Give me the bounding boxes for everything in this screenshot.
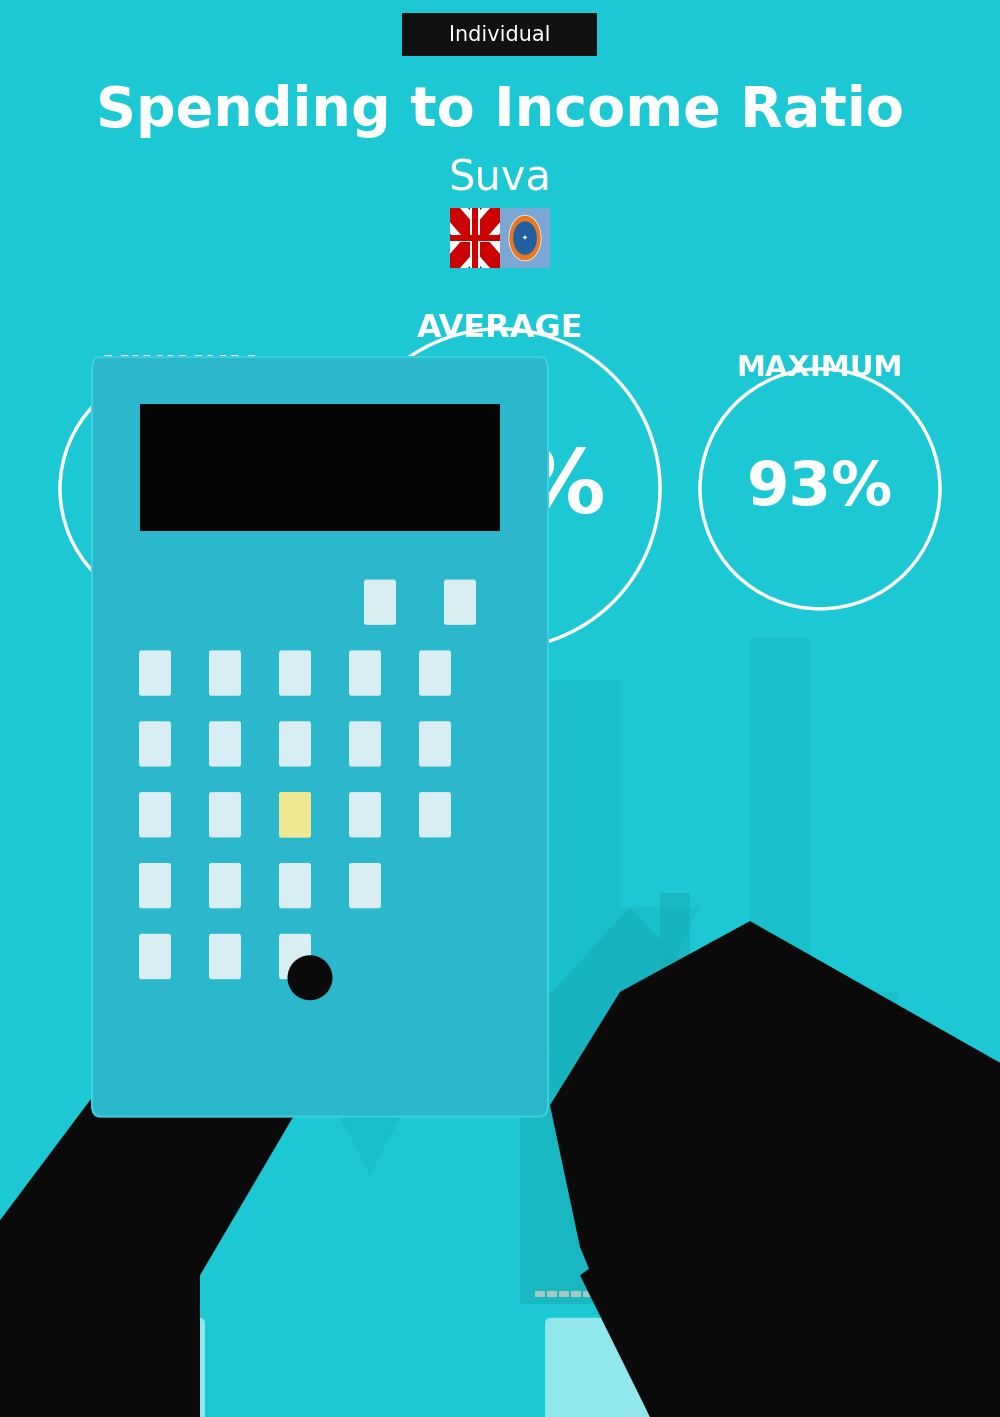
Text: 75%: 75% — [107, 459, 253, 519]
FancyBboxPatch shape — [444, 580, 476, 625]
Text: Spending to Income Ratio: Spending to Income Ratio — [96, 84, 904, 137]
Text: Individual: Individual — [449, 24, 551, 45]
FancyBboxPatch shape — [279, 792, 311, 837]
FancyBboxPatch shape — [600, 1148, 660, 1304]
Text: 93%: 93% — [747, 459, 893, 519]
Polygon shape — [580, 1247, 700, 1417]
FancyBboxPatch shape — [472, 208, 478, 268]
Polygon shape — [240, 666, 500, 1176]
FancyBboxPatch shape — [571, 1291, 581, 1297]
Ellipse shape — [288, 955, 332, 1000]
FancyBboxPatch shape — [520, 1049, 740, 1304]
FancyBboxPatch shape — [660, 893, 690, 992]
FancyBboxPatch shape — [535, 1291, 545, 1297]
Text: MAXIMUM: MAXIMUM — [737, 354, 903, 383]
Polygon shape — [450, 208, 500, 268]
FancyBboxPatch shape — [349, 863, 381, 908]
FancyBboxPatch shape — [209, 934, 241, 979]
FancyBboxPatch shape — [545, 1318, 905, 1417]
FancyBboxPatch shape — [450, 235, 500, 241]
Polygon shape — [450, 208, 500, 268]
FancyBboxPatch shape — [279, 863, 311, 908]
FancyBboxPatch shape — [139, 863, 171, 908]
FancyBboxPatch shape — [349, 721, 381, 767]
Ellipse shape — [680, 1162, 780, 1261]
FancyBboxPatch shape — [419, 650, 451, 696]
FancyBboxPatch shape — [209, 863, 241, 908]
Polygon shape — [450, 208, 500, 268]
FancyBboxPatch shape — [139, 934, 171, 979]
FancyBboxPatch shape — [450, 208, 550, 268]
Text: Suva: Suva — [448, 157, 552, 200]
FancyBboxPatch shape — [139, 650, 171, 696]
Text: 83%: 83% — [394, 445, 606, 533]
FancyBboxPatch shape — [419, 792, 451, 837]
FancyBboxPatch shape — [279, 721, 311, 767]
FancyBboxPatch shape — [0, 1318, 205, 1417]
FancyBboxPatch shape — [209, 721, 241, 767]
FancyBboxPatch shape — [419, 721, 451, 767]
Text: MINIMUM: MINIMUM — [102, 354, 258, 383]
FancyBboxPatch shape — [279, 934, 311, 979]
FancyBboxPatch shape — [583, 1291, 593, 1297]
FancyBboxPatch shape — [209, 650, 241, 696]
Polygon shape — [0, 1247, 200, 1417]
FancyBboxPatch shape — [364, 580, 396, 625]
Text: $: $ — [721, 1200, 739, 1223]
Polygon shape — [460, 680, 700, 1134]
Ellipse shape — [790, 1168, 950, 1326]
Polygon shape — [500, 907, 760, 1049]
FancyBboxPatch shape — [279, 792, 311, 837]
Polygon shape — [660, 638, 900, 1304]
FancyBboxPatch shape — [139, 721, 171, 767]
FancyBboxPatch shape — [402, 13, 597, 55]
Circle shape — [509, 215, 541, 261]
FancyBboxPatch shape — [140, 404, 500, 531]
Polygon shape — [450, 208, 500, 268]
FancyBboxPatch shape — [470, 208, 480, 268]
FancyBboxPatch shape — [715, 1139, 745, 1173]
Circle shape — [513, 221, 537, 255]
Polygon shape — [550, 921, 1000, 1417]
FancyBboxPatch shape — [852, 1148, 888, 1187]
Polygon shape — [0, 708, 420, 1417]
Text: $: $ — [857, 1230, 883, 1264]
FancyBboxPatch shape — [547, 1291, 557, 1297]
FancyBboxPatch shape — [349, 650, 381, 696]
FancyBboxPatch shape — [559, 1291, 569, 1297]
FancyBboxPatch shape — [450, 208, 500, 268]
FancyBboxPatch shape — [450, 235, 500, 241]
FancyBboxPatch shape — [92, 357, 548, 1117]
Text: AVERAGE: AVERAGE — [417, 313, 583, 344]
FancyBboxPatch shape — [349, 792, 381, 837]
FancyBboxPatch shape — [279, 650, 311, 696]
Text: ✦: ✦ — [522, 235, 528, 241]
FancyBboxPatch shape — [139, 792, 171, 837]
FancyBboxPatch shape — [209, 792, 241, 837]
